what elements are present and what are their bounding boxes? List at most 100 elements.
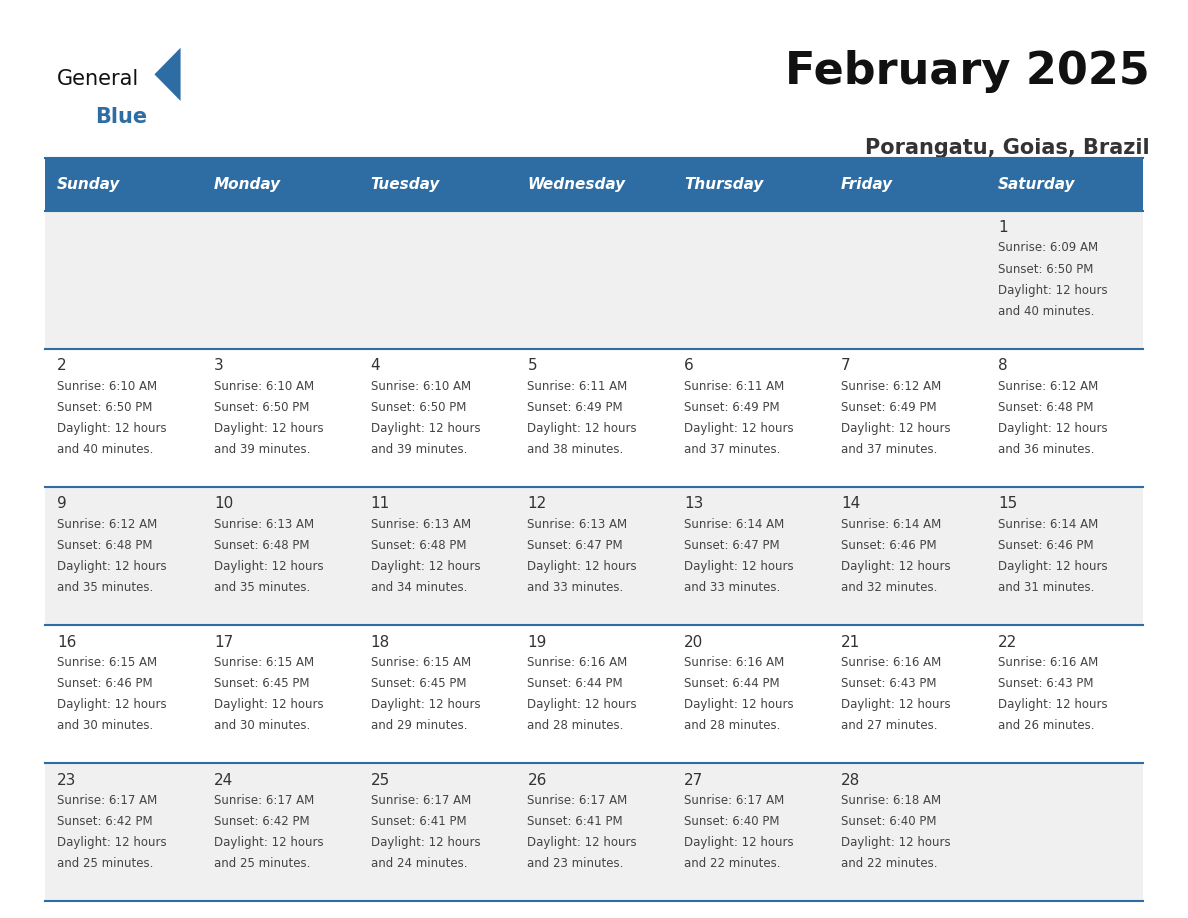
- Text: Sunset: 6:48 PM: Sunset: 6:48 PM: [57, 539, 152, 552]
- Text: Sunrise: 6:15 AM: Sunrise: 6:15 AM: [214, 655, 314, 668]
- Text: Daylight: 12 hours: Daylight: 12 hours: [214, 560, 323, 573]
- Text: Sunrise: 6:14 AM: Sunrise: 6:14 AM: [684, 518, 784, 531]
- Text: Daylight: 12 hours: Daylight: 12 hours: [998, 421, 1107, 435]
- Text: Sunset: 6:50 PM: Sunset: 6:50 PM: [214, 400, 309, 414]
- Text: and 33 minutes.: and 33 minutes.: [527, 581, 624, 594]
- Text: and 36 minutes.: and 36 minutes.: [998, 442, 1094, 456]
- Text: and 37 minutes.: and 37 minutes.: [684, 442, 781, 456]
- Text: 26: 26: [527, 773, 546, 788]
- Text: 19: 19: [527, 634, 546, 650]
- Text: 13: 13: [684, 497, 703, 511]
- Text: Daylight: 12 hours: Daylight: 12 hours: [527, 698, 637, 711]
- Text: Sunset: 6:40 PM: Sunset: 6:40 PM: [684, 815, 779, 828]
- Text: 5: 5: [527, 358, 537, 374]
- Text: Daylight: 12 hours: Daylight: 12 hours: [998, 698, 1107, 711]
- Text: 6: 6: [684, 358, 694, 374]
- Text: 25: 25: [371, 773, 390, 788]
- Text: Sunrise: 6:10 AM: Sunrise: 6:10 AM: [371, 379, 470, 393]
- Text: Sunrise: 6:17 AM: Sunrise: 6:17 AM: [371, 794, 470, 807]
- Text: General: General: [57, 69, 139, 89]
- Text: and 37 minutes.: and 37 minutes.: [841, 442, 937, 456]
- Text: Daylight: 12 hours: Daylight: 12 hours: [684, 698, 794, 711]
- Text: Sunrise: 6:13 AM: Sunrise: 6:13 AM: [527, 518, 627, 531]
- Text: and 40 minutes.: and 40 minutes.: [998, 305, 1094, 318]
- Text: Sunset: 6:41 PM: Sunset: 6:41 PM: [371, 815, 466, 828]
- Text: Daylight: 12 hours: Daylight: 12 hours: [371, 560, 480, 573]
- Text: and 26 minutes.: and 26 minutes.: [998, 719, 1094, 732]
- Text: Wednesday: Wednesday: [527, 177, 626, 192]
- Text: and 25 minutes.: and 25 minutes.: [57, 857, 153, 870]
- Text: 23: 23: [57, 773, 76, 788]
- Text: Daylight: 12 hours: Daylight: 12 hours: [57, 421, 166, 435]
- Text: Daylight: 12 hours: Daylight: 12 hours: [684, 836, 794, 849]
- Text: 4: 4: [371, 358, 380, 374]
- Text: Sunrise: 6:17 AM: Sunrise: 6:17 AM: [57, 794, 157, 807]
- Text: Daylight: 12 hours: Daylight: 12 hours: [841, 698, 950, 711]
- Text: Sunset: 6:46 PM: Sunset: 6:46 PM: [57, 677, 152, 689]
- Text: 28: 28: [841, 773, 860, 788]
- Text: Daylight: 12 hours: Daylight: 12 hours: [214, 698, 323, 711]
- Text: Sunset: 6:45 PM: Sunset: 6:45 PM: [214, 677, 309, 689]
- Text: Daylight: 12 hours: Daylight: 12 hours: [841, 421, 950, 435]
- Text: Sunrise: 6:18 AM: Sunrise: 6:18 AM: [841, 794, 941, 807]
- Text: Sunrise: 6:15 AM: Sunrise: 6:15 AM: [371, 655, 470, 668]
- Text: Sunrise: 6:14 AM: Sunrise: 6:14 AM: [998, 518, 1098, 531]
- Polygon shape: [154, 48, 181, 101]
- Text: Sunrise: 6:11 AM: Sunrise: 6:11 AM: [684, 379, 784, 393]
- Text: and 31 minutes.: and 31 minutes.: [998, 581, 1094, 594]
- Text: and 33 minutes.: and 33 minutes.: [684, 581, 781, 594]
- Text: Sunset: 6:49 PM: Sunset: 6:49 PM: [684, 400, 779, 414]
- Text: 24: 24: [214, 773, 233, 788]
- Text: 15: 15: [998, 497, 1017, 511]
- Text: 11: 11: [371, 497, 390, 511]
- Text: Sunset: 6:49 PM: Sunset: 6:49 PM: [527, 400, 623, 414]
- Text: and 22 minutes.: and 22 minutes.: [841, 857, 937, 870]
- Text: Daylight: 12 hours: Daylight: 12 hours: [841, 836, 950, 849]
- Text: Sunset: 6:45 PM: Sunset: 6:45 PM: [371, 677, 466, 689]
- Text: Sunset: 6:46 PM: Sunset: 6:46 PM: [998, 539, 1093, 552]
- Text: and 40 minutes.: and 40 minutes.: [57, 442, 153, 456]
- Text: Sunday: Sunday: [57, 177, 120, 192]
- Text: 16: 16: [57, 634, 76, 650]
- Text: Sunset: 6:44 PM: Sunset: 6:44 PM: [527, 677, 623, 689]
- Text: Sunset: 6:43 PM: Sunset: 6:43 PM: [841, 677, 936, 689]
- Text: Sunrise: 6:13 AM: Sunrise: 6:13 AM: [214, 518, 314, 531]
- Bar: [45, 158, 1143, 211]
- Text: Sunset: 6:50 PM: Sunset: 6:50 PM: [998, 263, 1093, 275]
- Text: 18: 18: [371, 634, 390, 650]
- Text: Sunset: 6:48 PM: Sunset: 6:48 PM: [371, 539, 466, 552]
- Text: Sunset: 6:46 PM: Sunset: 6:46 PM: [841, 539, 936, 552]
- Bar: [45, 764, 1143, 901]
- Text: Daylight: 12 hours: Daylight: 12 hours: [214, 836, 323, 849]
- Text: Sunset: 6:47 PM: Sunset: 6:47 PM: [527, 539, 623, 552]
- Text: Sunrise: 6:14 AM: Sunrise: 6:14 AM: [841, 518, 941, 531]
- Text: Daylight: 12 hours: Daylight: 12 hours: [841, 560, 950, 573]
- Text: 17: 17: [214, 634, 233, 650]
- Text: Daylight: 12 hours: Daylight: 12 hours: [527, 836, 637, 849]
- Text: Sunset: 6:47 PM: Sunset: 6:47 PM: [684, 539, 779, 552]
- Text: Sunrise: 6:17 AM: Sunrise: 6:17 AM: [684, 794, 784, 807]
- Text: February 2025: February 2025: [785, 50, 1150, 94]
- Text: Daylight: 12 hours: Daylight: 12 hours: [371, 836, 480, 849]
- Text: Sunrise: 6:17 AM: Sunrise: 6:17 AM: [527, 794, 627, 807]
- Text: and 30 minutes.: and 30 minutes.: [214, 719, 310, 732]
- Text: Sunrise: 6:13 AM: Sunrise: 6:13 AM: [371, 518, 470, 531]
- Text: Daylight: 12 hours: Daylight: 12 hours: [57, 836, 166, 849]
- Text: Daylight: 12 hours: Daylight: 12 hours: [684, 421, 794, 435]
- Text: Sunset: 6:41 PM: Sunset: 6:41 PM: [527, 815, 623, 828]
- Text: Sunrise: 6:11 AM: Sunrise: 6:11 AM: [527, 379, 627, 393]
- Text: Daylight: 12 hours: Daylight: 12 hours: [527, 421, 637, 435]
- Text: Sunset: 6:49 PM: Sunset: 6:49 PM: [841, 400, 936, 414]
- Text: and 27 minutes.: and 27 minutes.: [841, 719, 937, 732]
- Text: Daylight: 12 hours: Daylight: 12 hours: [684, 560, 794, 573]
- Text: and 28 minutes.: and 28 minutes.: [527, 719, 624, 732]
- Text: and 34 minutes.: and 34 minutes.: [371, 581, 467, 594]
- Text: 21: 21: [841, 634, 860, 650]
- Text: Daylight: 12 hours: Daylight: 12 hours: [214, 421, 323, 435]
- Text: Sunrise: 6:10 AM: Sunrise: 6:10 AM: [214, 379, 314, 393]
- Text: 22: 22: [998, 634, 1017, 650]
- Text: Daylight: 12 hours: Daylight: 12 hours: [998, 284, 1107, 297]
- Text: Sunrise: 6:12 AM: Sunrise: 6:12 AM: [57, 518, 157, 531]
- Text: and 25 minutes.: and 25 minutes.: [214, 857, 310, 870]
- Text: Daylight: 12 hours: Daylight: 12 hours: [57, 698, 166, 711]
